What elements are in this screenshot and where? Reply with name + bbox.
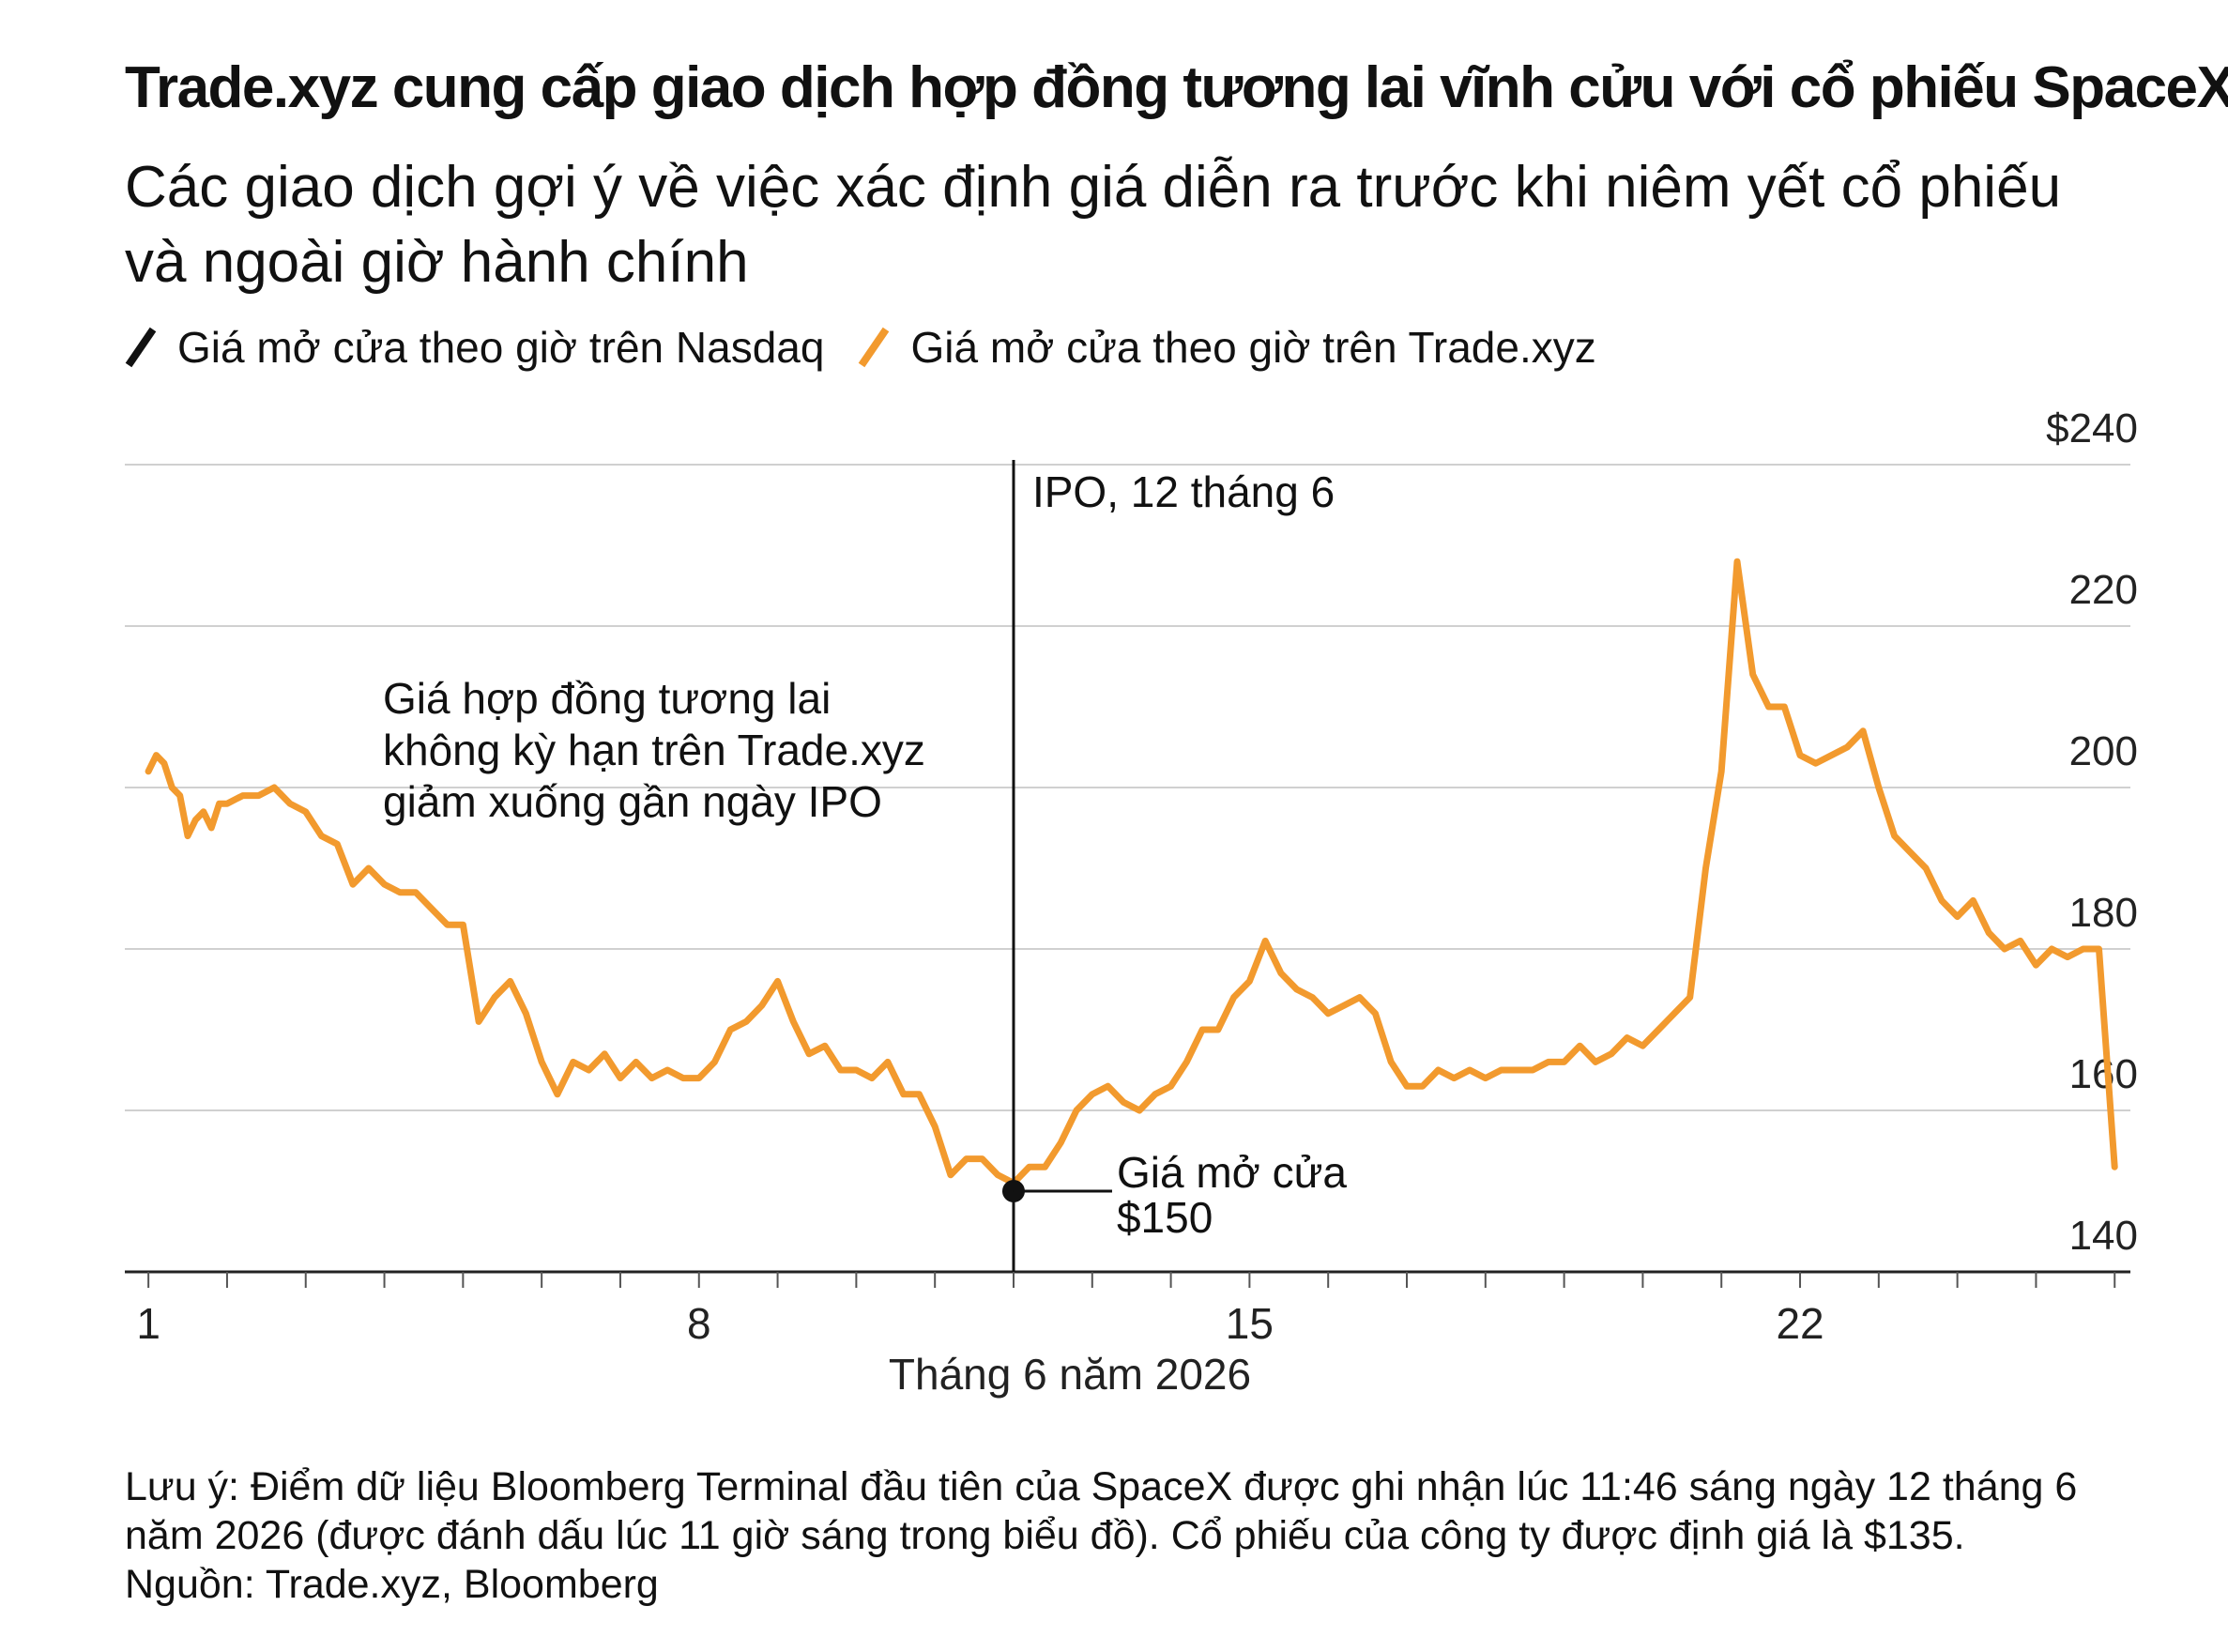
x-axis-title: Tháng 6 năm 2026	[889, 1350, 1251, 1399]
chart-subtitle: Các giao dịch gợi ý về việc xác định giá…	[125, 150, 2190, 300]
chart-title: Trade.xyz cung cấp giao dịch hợp đồng tư…	[125, 55, 2228, 120]
y-tick-label-180: 180	[2069, 890, 2138, 936]
open-price-value: $150	[1117, 1193, 1213, 1242]
y-tick-label-140: 140	[2069, 1213, 2138, 1259]
legend-label-nasdaq: Giá mở cửa theo giờ trên Nasdaq	[177, 323, 825, 372]
footer-source: Nguồn: Trade.xyz, Bloomberg	[125, 1562, 659, 1607]
legend-swatch-tradexyz	[859, 327, 890, 368]
series-line-0	[145, 558, 2118, 1186]
legend-label-tradexyz: Giá mở cửa theo giờ trên Trade.xyz	[910, 323, 1596, 372]
annotation-text-line-1: Giá hợp đồng tương lai	[383, 674, 831, 723]
y-tick-label-220: 220	[2069, 567, 2138, 613]
chart-series	[145, 558, 2118, 1186]
x-tick-label-1: 1	[136, 1299, 160, 1348]
legend-item-nasdaq: Giá mở cửa theo giờ trên Nasdaq	[125, 322, 824, 373]
legend-item-tradexyz: Giá mở cửa theo giờ trên Trade.xyz	[858, 322, 1596, 373]
y-tick-label-160: 160	[2069, 1051, 2138, 1097]
chart-gridlines	[125, 464, 2130, 1111]
subtitle-line-1: Các giao dịch gợi ý về việc xác định giá…	[125, 155, 2062, 220]
x-axis-labels: 1 8 15 22	[136, 1299, 1824, 1348]
x-axis	[125, 1270, 2130, 1288]
annotation-text-line-2: không kỳ hạn trên Trade.xyz	[383, 726, 925, 774]
x-tick-label-22: 22	[1776, 1299, 1824, 1348]
chart-footer: Lưu ý: Điểm dữ liệu Bloomberg Terminal đ…	[125, 1462, 2190, 1609]
footer-note-line-2: năm 2026 (được đánh dấu lúc 11 giờ sáng …	[125, 1513, 1965, 1558]
chart-annotations: IPO, 12 tháng 6 Giá mở cửa$150 Giá hợp đồn…	[383, 460, 1347, 1272]
legend-swatch-nasdaq	[125, 327, 157, 368]
chart-legend: Giá mở cửa theo giờ trên Nasdaq Giá mở c…	[125, 319, 1630, 375]
y-tick-label-200: 200	[2069, 728, 2138, 774]
subtitle-line-2: và ngoài giờ hành chính	[125, 230, 749, 295]
y-axis-labels: $240 220 200 180 160 140	[2046, 405, 2138, 1259]
x-tick-label-15: 15	[1226, 1299, 1274, 1348]
footer-note-line-1: Lưu ý: Điểm dữ liệu Bloomberg Terminal đ…	[125, 1464, 2078, 1509]
annotation-text-line-3: giảm xuống gần ngày IPO	[383, 777, 882, 826]
line-chart: $240 220 200 180 160 140 1 8 15 22 Tháng 6 năm 2…	[125, 405, 2138, 1399]
ipo-label: IPO, 12 tháng 6	[1032, 467, 1335, 516]
x-tick-label-8: 8	[687, 1299, 711, 1348]
open-price-label: Giá mở cửa	[1117, 1148, 1347, 1197]
y-tick-label-240: $240	[2046, 405, 2138, 451]
